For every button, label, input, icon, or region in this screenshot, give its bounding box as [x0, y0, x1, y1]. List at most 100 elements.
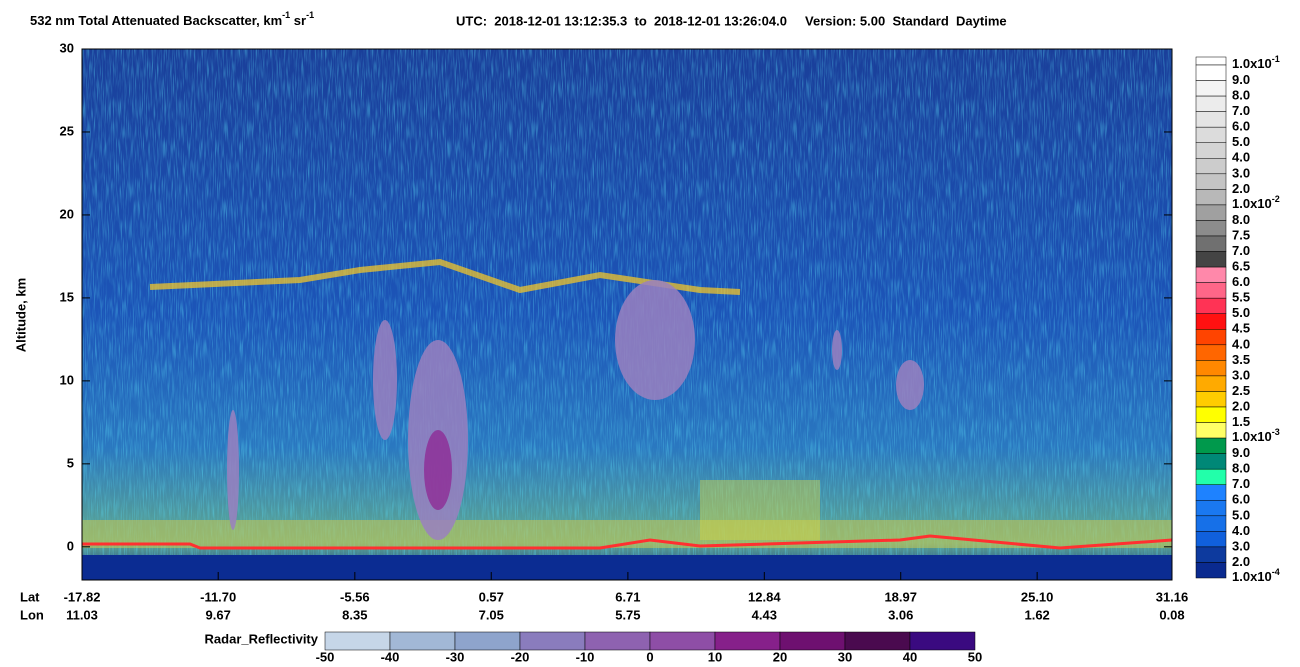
colorbar-swatch [1195, 422, 1227, 439]
radar-tick-label: 10 [708, 649, 722, 664]
colorbar-label-base: 1.0x10 [1232, 56, 1272, 71]
colorbar-swatch [1195, 80, 1227, 97]
y-tick-label: 20 [60, 206, 74, 221]
colorbar-label: 4.5 [1232, 321, 1250, 336]
colorbar-label: 3.0 [1232, 165, 1250, 180]
colorbar-label: 2.0 [1232, 554, 1250, 569]
colorbar-label: 4.0 [1232, 336, 1250, 351]
colorbar-swatch [1195, 453, 1227, 470]
colorbar-swatch [1195, 173, 1227, 190]
colorbar-swatch [1195, 500, 1227, 517]
radar-swatch [844, 631, 911, 651]
lon-tick-label: 1.62 [1024, 607, 1049, 622]
colorbar-swatch [1195, 515, 1227, 532]
colorbar-label: 7.0 [1232, 476, 1250, 491]
colorbar-swatch [1195, 562, 1227, 579]
radar-colorbar-title: Radar_Reflectivity [205, 631, 319, 646]
radar-swatch [584, 631, 651, 651]
colorbar-label: 4.0 [1232, 523, 1250, 538]
radar-swatch [779, 631, 846, 651]
colorbar-label: 2.0 [1232, 181, 1250, 196]
y-tick-label: 0 [67, 538, 74, 553]
lon-tick-label: 9.67 [206, 607, 231, 622]
radar-swatch [454, 631, 521, 651]
y-tick-label: 25 [60, 123, 74, 138]
colorbar-swatch [1195, 282, 1227, 299]
colorbar-label-exp: -3 [1272, 427, 1280, 437]
colorbar-swatch [1195, 142, 1227, 159]
colorbar-label: 3.5 [1232, 352, 1250, 367]
lon-label: Lon [20, 607, 44, 622]
radar-tick-label: -40 [381, 649, 400, 664]
colorbar-label: 2.0 [1232, 398, 1250, 413]
plot-frame [81, 48, 1173, 581]
colorbar-swatch [1195, 251, 1227, 268]
x-tick-label: 18.97 [884, 589, 917, 604]
radar-swatch [649, 631, 716, 651]
x-tick-label: 0.57 [479, 589, 504, 604]
colorbar-label: 1.0x10-3 [1232, 427, 1280, 444]
colorbar-label: 8.0 [1232, 461, 1250, 476]
colorbar-label: 9.0 [1232, 445, 1250, 460]
colorbar-swatch [1195, 375, 1227, 392]
x-tick-label: 31.16 [1156, 589, 1189, 604]
colorbar-label: 1.0x10-2 [1232, 194, 1280, 211]
colorbar-label-base: 1.0x10 [1232, 196, 1272, 211]
colorbar-label: 5.0 [1232, 305, 1250, 320]
colorbar-label-base: 1.0x10 [1232, 569, 1272, 584]
y-tick-label: 5 [67, 455, 74, 470]
radar-swatch [519, 631, 586, 651]
colorbar-label: 3.0 [1232, 367, 1250, 382]
x-tick-label: -11.70 [200, 589, 236, 604]
radar-swatch [714, 631, 781, 651]
colorbar-label: 6.0 [1232, 492, 1250, 507]
radar-tick-label: 40 [903, 649, 917, 664]
colorbar-label: 5.5 [1232, 290, 1250, 305]
colorbar-label-exp: -2 [1272, 194, 1280, 204]
colorbar-swatch [1195, 297, 1227, 314]
x-tick-label: 6.71 [615, 589, 640, 604]
chart-title: 532 nm Total Attenuated Backscatter, km-… [30, 10, 314, 28]
colorbar-label: 7.0 [1232, 103, 1250, 118]
title-sup: -1 [306, 10, 314, 20]
radar-tick-label: 0 [646, 649, 653, 664]
colorbar-top-cap [1195, 56, 1227, 66]
radar-tick-label: 20 [773, 649, 787, 664]
colorbar-label: 9.0 [1232, 72, 1250, 87]
colorbar-label: 5.0 [1232, 507, 1250, 522]
lon-tick-label: 3.06 [888, 607, 913, 622]
x-tick-label: 25.10 [1021, 589, 1054, 604]
lon-tick-label: 11.03 [66, 607, 98, 622]
colorbar-label: 3.0 [1232, 538, 1250, 553]
colorbar-swatch [1195, 313, 1227, 330]
colorbar-label: 8.0 [1232, 88, 1250, 103]
x-tick-label: 12.84 [748, 589, 781, 604]
colorbar-swatch [1195, 235, 1227, 252]
lon-tick-label: 7.05 [479, 607, 504, 622]
lon-tick-label: 8.35 [342, 607, 367, 622]
colorbar-label: 8.0 [1232, 212, 1250, 227]
radar-swatch [389, 631, 456, 651]
colorbar-swatch [1195, 189, 1227, 206]
y-tick-label: 30 [60, 40, 74, 55]
colorbar-swatch [1195, 64, 1227, 81]
chart-subtitle: UTC: 2018-12-01 13:12:35.3 to 2018-12-01… [456, 13, 1007, 28]
colorbar-label: 6.5 [1232, 259, 1250, 274]
lon-tick-label: 0.08 [1159, 607, 1184, 622]
colorbar-label-base: 1.0x10 [1232, 430, 1272, 445]
colorbar-swatch [1195, 406, 1227, 423]
colorbar-swatch [1195, 95, 1227, 112]
x-tick-label: -5.56 [340, 589, 370, 604]
colorbar-swatch [1195, 468, 1227, 485]
radar-tick-label: 50 [968, 649, 982, 664]
colorbar-swatch [1195, 329, 1227, 346]
x-tick-label: -17.82 [64, 589, 101, 604]
colorbar-swatch [1195, 266, 1227, 283]
radar-swatch [324, 631, 391, 651]
lat-label: Lat [20, 589, 40, 604]
colorbar-label: 1.0x10-1 [1232, 54, 1280, 71]
colorbar-swatch [1195, 204, 1227, 221]
colorbar-swatch [1195, 344, 1227, 361]
y-tick-label: 10 [60, 372, 74, 387]
colorbar-label: 6.0 [1232, 119, 1250, 134]
